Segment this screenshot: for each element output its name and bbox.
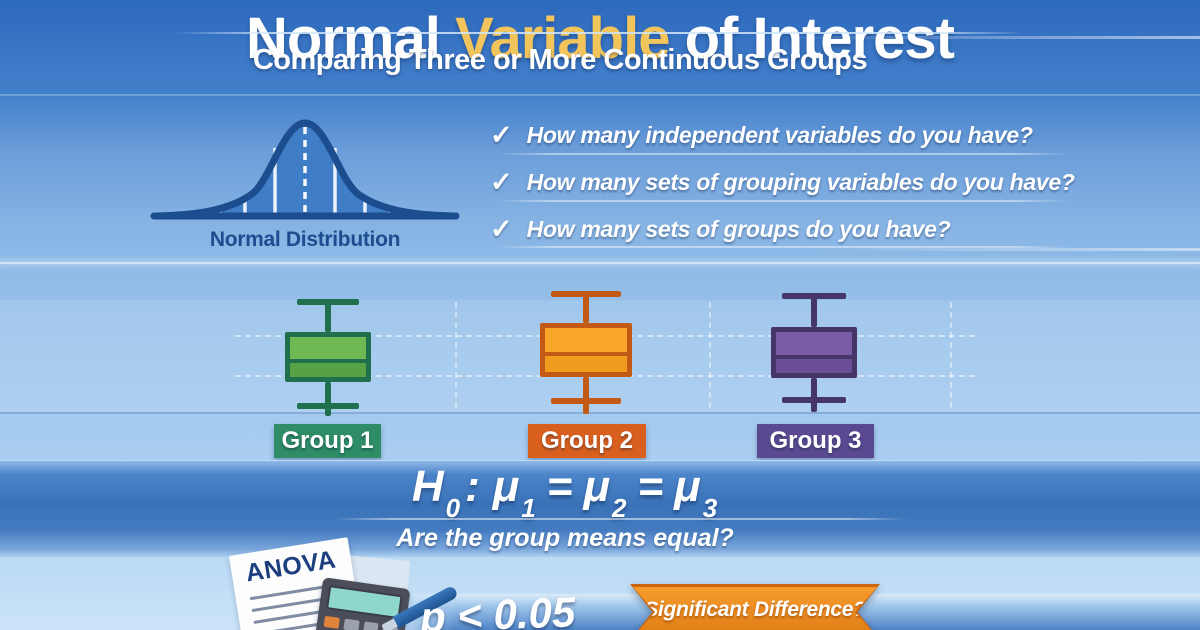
- whisker-top-stem: [325, 302, 331, 332]
- checklist-item-3: ✓ How many sets of groups do you have?: [490, 212, 1090, 246]
- check-icon: ✓: [490, 166, 513, 197]
- boxplot-group-1: [278, 296, 378, 421]
- title-divider: [175, 32, 1025, 34]
- title-part-1: Normal: [246, 5, 441, 71]
- h-symbol: H: [411, 462, 445, 511]
- whisker-bottom-cap: [551, 398, 621, 404]
- group-3-badge: Group 3: [757, 424, 874, 458]
- boxplot-group-3: [764, 291, 864, 416]
- highlight-streak: [820, 248, 1200, 251]
- whisker-top-stem: [583, 294, 589, 323]
- box-upper-quartile: [290, 337, 366, 359]
- box-lower-quartile: [776, 358, 852, 373]
- group-2-label: Group 2: [540, 427, 633, 454]
- p-value-text: p < 0.05: [419, 588, 577, 630]
- whisker-bottom-stem: [325, 382, 331, 416]
- mu-subscript: 1: [521, 492, 537, 523]
- header-edge-line: [0, 94, 1200, 96]
- group-1-badge: Group 1: [274, 424, 381, 458]
- h-subscript: 0: [445, 492, 462, 523]
- checklist-item-1: ✓ How many independent variables do you …: [490, 118, 1090, 152]
- box: [285, 332, 371, 382]
- mu-subscript: 2: [611, 492, 628, 523]
- box-lower-quartile: [290, 363, 366, 377]
- median-line: [776, 354, 852, 359]
- subtitle: Comparing Three or More Continuous Group…: [252, 44, 868, 76]
- calculator-key: [362, 621, 379, 630]
- section-divider: [0, 262, 1200, 264]
- equation-divider: [335, 518, 905, 520]
- checklist-item-2: ✓ How many sets of grouping variables do…: [490, 165, 1090, 199]
- mu-symbol: μ: [674, 462, 702, 511]
- colon: :: [465, 462, 481, 511]
- means-equal-question: Are the group means equal?: [396, 524, 734, 552]
- mu-subscript: 3: [702, 492, 719, 523]
- checklist-divider: [495, 153, 1070, 155]
- checklist-divider: [495, 200, 1070, 202]
- median-line: [545, 352, 627, 357]
- box: [540, 323, 632, 377]
- gridline-vertical: [950, 302, 952, 408]
- checklist-divider: [495, 246, 1070, 248]
- equals-sign: =: [546, 462, 574, 511]
- calculator-key: [323, 615, 340, 629]
- whisker-top-stem: [811, 296, 817, 327]
- calculator-screen: [326, 585, 403, 620]
- highlight-streak: [770, 36, 1200, 39]
- median-line: [290, 359, 366, 363]
- checklist-item-label: How many independent variables do you ha…: [526, 121, 1033, 148]
- whisker-bottom-stem: [811, 378, 817, 412]
- box-upper-quartile: [545, 328, 627, 353]
- group-3-label: Group 3: [769, 427, 862, 454]
- whisker-bottom-cap: [782, 397, 846, 403]
- whisker-bottom-stem: [583, 377, 589, 414]
- title-part-accent: Variable: [454, 5, 670, 71]
- group-1-label: Group 1: [281, 427, 374, 454]
- hypothesis-band: [0, 460, 1200, 557]
- significant-difference-ribbon: Significant Difference?: [630, 584, 880, 630]
- box-lower-quartile: [545, 356, 627, 372]
- box: [771, 327, 857, 378]
- ribbon-face: Significant Difference?: [633, 587, 877, 630]
- check-icon: ✓: [490, 119, 513, 150]
- calculator-key: [343, 618, 360, 630]
- ribbon-label: Significant Difference?: [644, 598, 866, 621]
- checklist-item-label: How many sets of groups do you have?: [526, 215, 951, 242]
- normal-distribution-label: Normal Distribution: [209, 228, 401, 251]
- check-icon: ✓: [490, 213, 513, 244]
- gridline-vertical: [709, 302, 711, 408]
- gridline-vertical: [455, 302, 457, 408]
- box-upper-quartile: [776, 332, 852, 355]
- group-2-badge: Group 2: [528, 424, 646, 458]
- mu-symbol: μ: [583, 462, 611, 511]
- normal-distribution-curve: [150, 119, 460, 220]
- null-hypothesis-equation: H0: μ1 = μ2 = μ3: [0, 462, 1130, 523]
- mu-symbol: μ: [492, 462, 521, 511]
- boxplot-group-2: [536, 289, 636, 414]
- equals-sign: =: [637, 462, 665, 511]
- whisker-bottom-cap: [297, 403, 359, 409]
- checklist-item-label: How many sets of grouping variables do y…: [526, 168, 1075, 195]
